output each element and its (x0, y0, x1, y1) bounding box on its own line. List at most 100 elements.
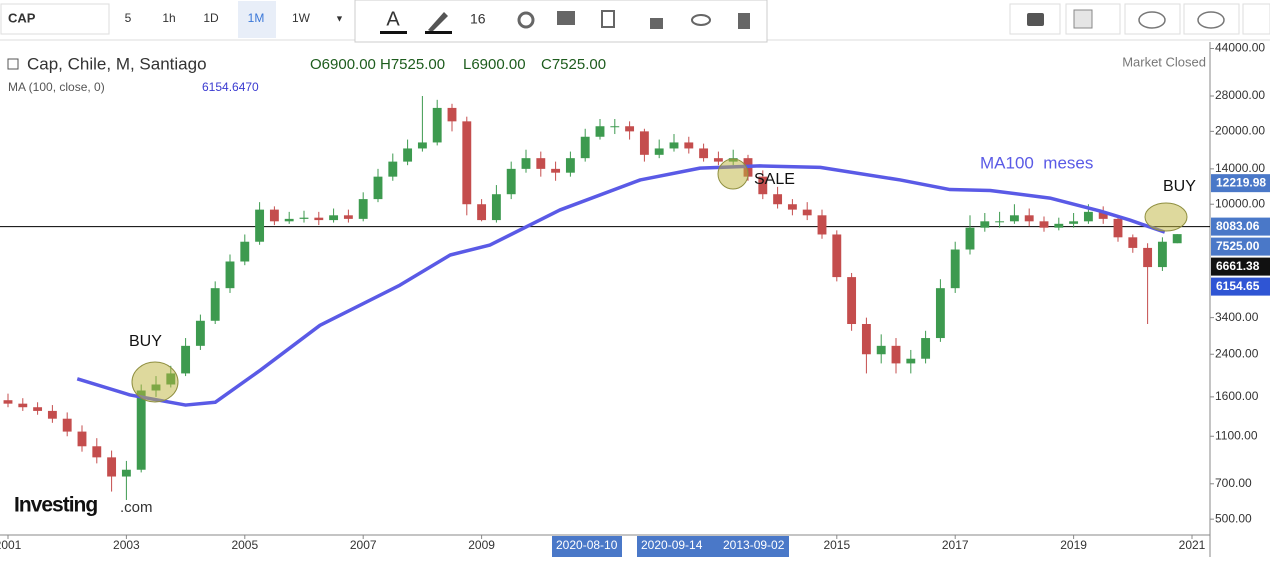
overlay-label: MA100 meses (980, 153, 1093, 172)
settings-icon[interactable] (517, 11, 535, 29)
candle-body (921, 338, 931, 359)
visibility-icon[interactable] (691, 14, 711, 26)
chart-title: Cap, Chile, M, Santiago (27, 54, 207, 73)
x-tick-label: 2015 (823, 538, 850, 552)
candle-body (195, 320, 205, 346)
interval-button[interactable]: 1D (203, 11, 219, 25)
candle-body (876, 345, 886, 355)
price-label: 6661.38 (1216, 259, 1260, 273)
candle-body (1083, 211, 1093, 222)
fullscreen-button[interactable] (1242, 3, 1270, 35)
interval-button[interactable]: 5 (125, 11, 132, 25)
candle-body (1143, 247, 1153, 268)
lock-icon[interactable] (650, 18, 663, 29)
indicator-value: 6154.6470 (202, 80, 259, 94)
candle-body (62, 418, 72, 432)
x-tick-label: 2019 (1060, 538, 1087, 552)
x-tick-label: 2007 (350, 538, 377, 552)
candle-body (92, 446, 102, 458)
interval-menu[interactable]: ▼ (335, 13, 344, 23)
save-button[interactable] (1183, 3, 1240, 35)
x-tick-label: 2009 (468, 538, 495, 552)
candle-body (832, 234, 842, 278)
candle-body (403, 148, 413, 162)
candle-body (373, 176, 383, 200)
y-tick-label: 1100.00 (1215, 428, 1258, 442)
candle-body (121, 469, 131, 477)
candle-body (935, 288, 945, 339)
font-size[interactable]: 16 (470, 11, 486, 27)
highlight-circle (717, 158, 749, 190)
color-bar (425, 31, 452, 34)
pen-tool[interactable] (428, 12, 448, 32)
candle-body (343, 215, 353, 219)
x-tick-label: 2003 (113, 538, 140, 552)
load-button[interactable] (1124, 3, 1181, 35)
candle-body (329, 215, 339, 221)
candle-body (580, 136, 590, 159)
y-tick-label: 44000.00 (1215, 41, 1265, 55)
candle-body (269, 209, 279, 222)
price-label-bg (1211, 217, 1270, 236)
candle-body (595, 126, 605, 137)
ohlc-value: H7525.00 (380, 56, 445, 73)
date-label-bg (637, 536, 719, 557)
interval-button[interactable]: 1W (292, 11, 311, 25)
template-icon[interactable] (557, 11, 575, 25)
candle-body (77, 431, 87, 447)
date-label-bg (552, 536, 622, 557)
candle-body (847, 277, 857, 325)
candle-body (299, 217, 309, 219)
candle-body (417, 142, 427, 149)
candle-body (388, 161, 398, 177)
date-label: 2020-08-10 (556, 538, 618, 552)
collapse-icon[interactable] (7, 58, 19, 70)
date-label: 2013-09-02 (723, 538, 785, 552)
cloud-down-icon (1138, 11, 1166, 29)
candle-body (551, 168, 561, 173)
y-tick-label: 20000.00 (1215, 124, 1265, 138)
candle-body (477, 204, 487, 221)
color-bar (380, 31, 407, 34)
candle-body (995, 221, 1005, 223)
candle-body (462, 121, 472, 205)
interval-button[interactable]: 1M (248, 11, 265, 25)
candle-body (625, 126, 635, 132)
date-label-bg (719, 536, 789, 557)
candle-body (3, 400, 13, 404)
ohlc-value: C7525.00 (541, 56, 606, 73)
candle-body (684, 142, 694, 149)
candle-body (1128, 237, 1138, 248)
candle-body (965, 227, 975, 250)
candle-body (107, 457, 117, 477)
candle-body (891, 345, 901, 364)
text-color-tool[interactable]: A (386, 8, 400, 30)
candle-body (521, 158, 531, 169)
y-tick-label: 500.00 (1215, 511, 1252, 525)
date-label: 2020-09-14 (641, 538, 703, 552)
candle-body (447, 107, 457, 122)
candle-body (210, 288, 220, 321)
candle-body (181, 345, 191, 374)
brand-name: Investing (14, 494, 97, 517)
indicator-label: MA (100, close, 0) (8, 80, 105, 94)
candle-body (980, 221, 990, 228)
symbol: CAP (8, 10, 36, 25)
candle-body (240, 241, 250, 262)
symbol-input[interactable] (0, 3, 110, 35)
y-tick-label: 28000.00 (1215, 88, 1265, 102)
candle-body (358, 199, 368, 219)
price-label-bg (1211, 277, 1270, 296)
price-label: 8083.06 (1216, 219, 1260, 233)
camera-icon (1027, 13, 1044, 26)
candle-body (536, 158, 546, 169)
interval-button[interactable]: 1h (162, 11, 175, 25)
candle-body (565, 158, 575, 173)
delete-icon[interactable] (738, 13, 750, 29)
candle-body (861, 324, 871, 355)
candle-body (654, 148, 664, 155)
candle-body (136, 390, 146, 470)
clone-icon[interactable] (601, 10, 615, 28)
y-tick-label: 14000.00 (1215, 161, 1265, 175)
